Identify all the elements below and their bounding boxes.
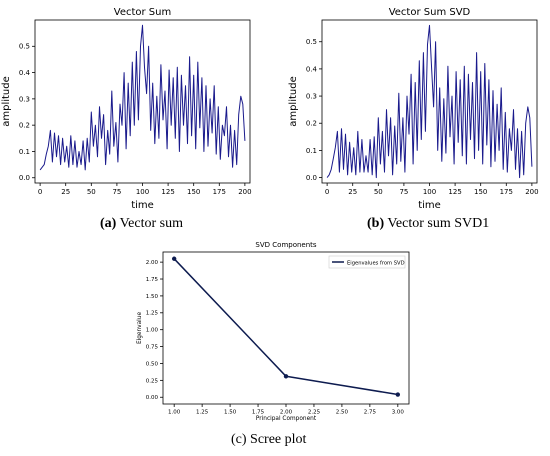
- x-axis-label: time: [418, 200, 441, 211]
- y-tick-label: 0.0: [19, 174, 30, 182]
- y-tick-label: 0.1: [306, 147, 317, 155]
- x-axis-label: time: [131, 200, 154, 211]
- x-tick-label: 150: [474, 188, 487, 196]
- y-tick-label: 0.4: [19, 69, 31, 77]
- x-tick-label: 100: [136, 188, 149, 196]
- x-tick-label: 150: [187, 188, 200, 196]
- data-point: [395, 392, 401, 397]
- y-tick-label: 0.4: [306, 65, 318, 73]
- x-tick-label: 50: [374, 188, 383, 196]
- x-tick-label: 25: [61, 188, 70, 196]
- x-tick-label: 125: [161, 188, 174, 196]
- y-axis-label: amplitude: [288, 76, 299, 127]
- data-point: [283, 374, 289, 379]
- y-tick-label: 1.00: [146, 328, 159, 334]
- y-tick-label: 0.2: [19, 122, 30, 130]
- x-tick-label: 3.00: [392, 410, 405, 416]
- caption-b-text: Vector sum SVD1: [387, 216, 490, 231]
- legend-label: Eigenvalues from SVD: [347, 261, 405, 267]
- data-point: [171, 256, 177, 261]
- caption-c: (c) Scree plot: [231, 432, 306, 448]
- chart-title: Vector Sum SVD: [389, 7, 471, 18]
- x-tick-label: 50: [87, 188, 96, 196]
- y-tick-label: 1.50: [146, 294, 159, 300]
- y-tick-label: 0.3: [19, 95, 30, 103]
- y-tick-label: 0.2: [306, 120, 317, 128]
- y-tick-label: 0.3: [306, 93, 317, 101]
- caption-a-tag: (a): [100, 216, 117, 231]
- x-tick-label: 175: [500, 188, 513, 196]
- caption-c-tag: (c): [231, 432, 247, 447]
- series-line-0: [39, 24, 246, 171]
- caption-c-text: Scree plot: [250, 432, 307, 447]
- series-line-0: [326, 24, 533, 179]
- y-tick-label: 0.50: [146, 361, 159, 367]
- x-tick-label: 1.50: [224, 410, 237, 416]
- x-tick-label: 1.00: [168, 410, 181, 416]
- y-tick-label: 0.0: [306, 174, 317, 182]
- x-tick-label: 1.75: [252, 410, 265, 416]
- x-tick-label: 1.25: [196, 410, 209, 416]
- x-tick-label: 0: [325, 188, 329, 196]
- x-tick-label: 75: [112, 188, 121, 196]
- caption-b-tag: (b): [367, 216, 385, 231]
- y-tick-label: 0.25: [146, 378, 159, 384]
- legend-box: [328, 255, 406, 269]
- y-tick-label: 0.5: [306, 38, 317, 46]
- y-axis-label: amplitude: [1, 76, 12, 127]
- y-tick-label: 0.75: [146, 345, 159, 351]
- x-tick-label: 125: [448, 188, 461, 196]
- y-tick-label: 0.5: [19, 43, 30, 51]
- x-tick-label: 0: [38, 188, 42, 196]
- x-tick-label: 25: [348, 188, 357, 196]
- x-tick-label: 2.00: [280, 410, 293, 416]
- y-tick-label: 2.00: [146, 260, 159, 266]
- y-axis-label: Eigenvalue: [137, 312, 143, 344]
- chart-title: SVD Components: [255, 241, 316, 249]
- x-tick-label: 100: [423, 188, 436, 196]
- y-tick-label: 1.25: [146, 311, 159, 317]
- x-tick-label: 2.50: [336, 410, 349, 416]
- x-tick-label: 200: [238, 188, 251, 196]
- chart-title: Vector Sum: [114, 7, 171, 18]
- x-tick-label: 175: [213, 188, 226, 196]
- y-tick-label: 1.75: [146, 277, 159, 283]
- caption-a: (a) Vector sum: [100, 216, 183, 232]
- x-tick-label: 75: [399, 188, 408, 196]
- x-tick-label: 2.25: [308, 410, 321, 416]
- plot-frame: [162, 251, 410, 405]
- y-tick-label: 0.00: [146, 395, 159, 401]
- y-tick-label: 0.1: [19, 148, 30, 156]
- x-tick-label: 2.75: [364, 410, 377, 416]
- caption-b: (b) Vector sum SVD1: [367, 216, 489, 232]
- caption-a-text: Vector sum: [119, 216, 183, 231]
- x-axis-label: Principal Component: [256, 416, 317, 422]
- x-tick-label: 200: [525, 188, 538, 196]
